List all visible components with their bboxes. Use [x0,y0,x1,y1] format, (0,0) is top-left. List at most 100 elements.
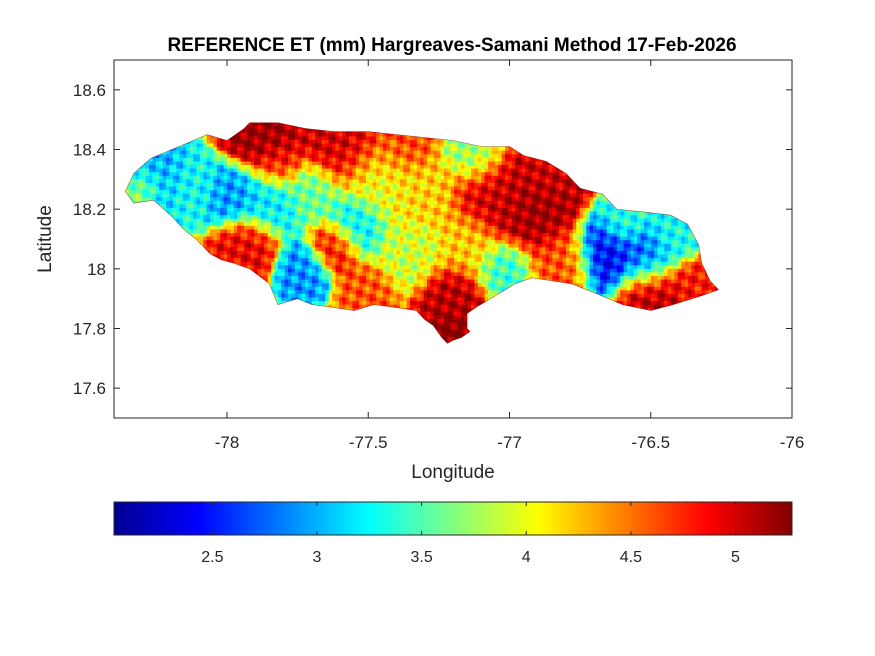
heat-cell [335,153,340,158]
heat-cell [379,253,384,259]
heat-cell [379,268,384,273]
heat-cell [159,164,164,169]
heat-cell [182,175,187,180]
heat-cell [345,279,350,284]
heat-cell [240,128,245,133]
heat-cell [186,164,191,169]
heat-cell [220,239,225,244]
heat-cell [386,228,391,234]
heat-cell [152,160,157,165]
heat-cell [216,153,221,158]
heat-cell [220,189,225,194]
heat-cell [305,211,309,216]
heat-cell [271,279,276,284]
heat-cell [257,189,262,194]
heat-cell [237,160,242,165]
heat-cell [132,196,137,201]
heat-cell [332,153,337,158]
heat-cell [267,261,272,266]
heat-cell [152,175,157,180]
heat-cell [379,175,384,180]
heat-cell [189,228,194,234]
heat-cell [328,293,333,298]
heat-cell [145,175,150,180]
heat-cell [369,264,374,269]
heat-cell [145,185,150,191]
heat-cell [230,218,235,223]
heat-cell [393,300,398,305]
heat-cell [345,139,350,144]
heat-cell [308,146,313,151]
heat-cell [189,142,194,148]
heat-cell [308,185,313,191]
heat-cell [237,168,242,173]
heat-cell [257,182,262,187]
heat-cell [335,203,340,208]
heat-cell [321,135,326,140]
heat-cell [335,164,340,169]
heat-cell [216,164,221,169]
heat-cell [379,232,384,237]
heat-cell [166,196,170,201]
heat-cell [274,122,279,126]
heat-cell [227,246,231,251]
heat-cell [203,164,208,169]
heat-cell [274,271,279,276]
heat-cell [338,207,343,212]
heat-cell [376,264,381,269]
heat-cell [311,293,316,298]
heat-cell [274,296,279,302]
heat-cell [372,171,377,176]
heat-cell [349,304,353,309]
heat-cell [149,175,153,180]
heat-cell [359,279,364,284]
heat-cell [267,225,272,230]
heat-cell [142,189,147,194]
heat-cell [233,146,238,151]
heat-cell [349,236,353,241]
heat-cell [308,264,313,269]
heat-cell [366,264,370,269]
heat-cell [159,175,164,180]
heat-cell [271,160,276,165]
heat-cell [389,171,394,176]
heat-cell [352,142,357,148]
heat-cell [376,261,381,266]
heat-cell [240,146,245,151]
heat-cell [237,150,242,155]
heat-cell [379,150,384,155]
heat-cell [294,289,299,294]
heat-cell [294,171,299,176]
heat-cell [155,178,160,183]
heat-cell [294,203,299,208]
heat-cell [277,289,282,294]
heat-cell [315,232,320,237]
heat-cell [237,261,242,266]
heat-cell [196,164,201,169]
heat-cell [203,150,208,155]
heat-cell [166,175,170,180]
heat-cell [254,228,259,234]
heat-cell [318,221,323,226]
heat-cell [308,150,313,155]
heat-cell [342,168,347,173]
heat-cell [271,164,276,169]
heat-cell [206,236,211,241]
heat-cell [389,228,394,234]
heat-cell [305,203,309,208]
heat-cell [315,175,320,180]
heat-cell [169,157,174,162]
heat-cell [342,211,347,216]
heat-cell [244,185,248,191]
heat-cell [237,221,242,226]
heat-cell [223,239,228,244]
heat-cell [291,135,296,140]
heat-cell [257,160,262,165]
heat-cell [213,225,218,230]
heat-cell [298,271,303,276]
heat-cell [169,196,174,201]
heat-cell [281,296,286,302]
heat-cell [389,296,394,302]
heat-cell [366,293,370,298]
